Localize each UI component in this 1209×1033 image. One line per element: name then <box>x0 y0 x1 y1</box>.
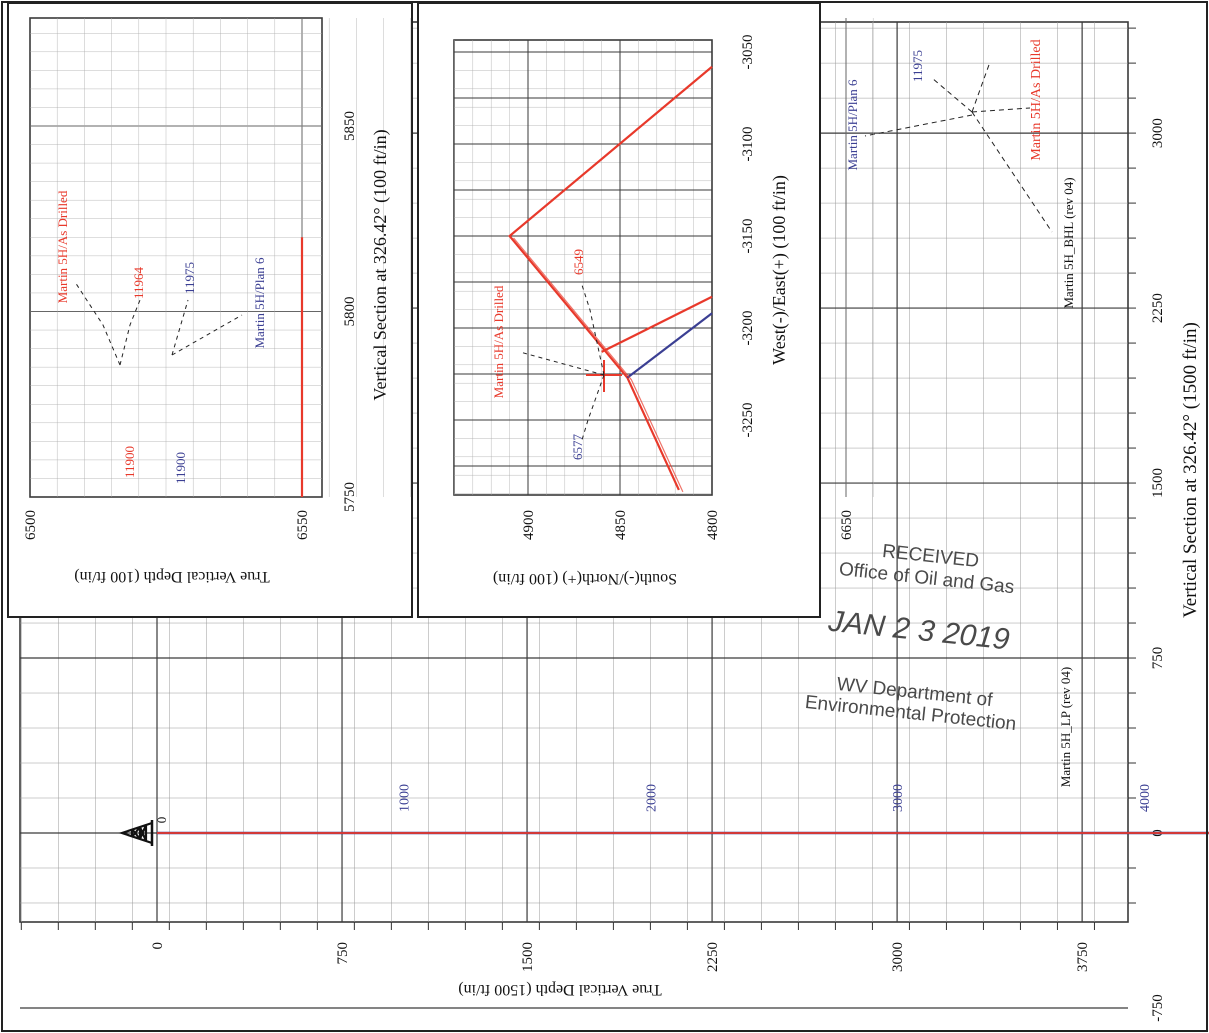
inset-tvd-leader-as-drilled <box>74 281 121 366</box>
main-annotation-bhl: Martin 5H_BHL (rev 04) <box>1061 177 1076 308</box>
main-x-tick-label: -750 <box>1150 994 1166 1022</box>
inset-tvd-label-red-name: Martin 5H/As Drilled <box>55 190 70 303</box>
received-stamp: RECEIVED Office of Oil and Gas JAN 2 3 2… <box>804 541 1017 735</box>
inset-plan-label-6577: 6577 <box>570 434 585 461</box>
main-md-label: 1000 <box>398 784 413 812</box>
main-md-label: 2000 <box>644 784 659 812</box>
inset-plan-series-as-drilled-offset <box>513 237 684 493</box>
main-origin-label: 0 <box>154 817 169 824</box>
inset-tvd-x-tick-label: 5800 <box>342 297 358 327</box>
main-md-label: 4000 <box>1138 784 1153 812</box>
main-y-tick-label: 750 <box>335 942 351 965</box>
inset-plan-y-tick-label: 4800 <box>705 510 721 540</box>
main-x-tick-label: 2250 <box>1150 293 1166 323</box>
main-annotation-as-drilled: Martin 5H/As Drilled <box>1029 39 1044 160</box>
inset-tvd-label-blue-start: 11900 <box>173 452 188 484</box>
inset-plan-x-tick-label: -3250 <box>740 403 756 438</box>
main-leader-bhl <box>971 111 1053 233</box>
inset-plan-x-axis-title: West(-)/East(+) (100 ft/in) <box>769 175 790 365</box>
main-annotation-plan6: Martin 5H/Plan 6 <box>845 79 860 170</box>
inset-tvd-y-axis-title: True Vertical Depth (100 ft/in) <box>74 568 270 585</box>
inset-plan-label-6549: 6549 <box>571 249 586 275</box>
inset-tvd-x-axis-title: Vertical Section at 326.42° (100 ft/in) <box>370 129 391 400</box>
inset-plan-label-as-drilled: Martin 5H/As Drilled <box>491 285 506 398</box>
inset-tvd-label-blue-end: 11975 <box>182 262 197 294</box>
inset-tvd-y-tick-label: 6650 <box>839 510 855 540</box>
main-chart-series <box>157 61 1209 835</box>
inset-tvd-label-red-end: 11964 <box>131 266 146 299</box>
inset-tvd-y-tick-label: 6500 <box>23 510 39 540</box>
inset-tvd-leader-11964 <box>119 299 141 366</box>
inset-tvd-label-blue-name: Martin 5H/Plan 6 <box>252 257 267 348</box>
main-leader-11964 <box>971 61 991 113</box>
main-y-tick-label: 3750 <box>1075 942 1091 972</box>
main-leader-as-drilled <box>971 107 1031 113</box>
main-md-label: 3000 <box>891 784 906 812</box>
inset-tvd-leader-11975 <box>171 299 189 356</box>
inset-plan-x-tick-label: -3050 <box>740 35 756 70</box>
inset-plan-series-plan6 <box>626 312 713 379</box>
inset-tvd-leader-plan6 <box>171 314 243 356</box>
inset-plan-content: 4800 4850 4900 -3250 -3200 -3150 -3100 -3050 Mar… <box>491 35 756 541</box>
main-leader-11975 <box>931 77 973 113</box>
drilling-rig-icon <box>118 820 154 846</box>
main-y-tick-label: 3000 <box>890 942 906 972</box>
main-y-tick-label: 2250 <box>705 942 721 972</box>
inset-plan-frame <box>417 2 821 618</box>
inset-tvd-x-tick-label: 5850 <box>342 111 358 141</box>
inset-tvd-label-red-start: 11900 <box>122 446 137 478</box>
inset-plan-leader-6549 <box>581 284 605 376</box>
inset-tvd-y-tick-label: 6550 <box>295 510 311 540</box>
main-x-axis-title: Vertical Section at 326.42° (1500 ft/in) <box>1180 322 1201 618</box>
inset-plan-x-tick-label: -3150 <box>740 219 756 254</box>
inset-plan-y-axis-title: South(-)/North(+) (100 ft/in) <box>493 570 677 587</box>
main-y-tick-label: 0 <box>150 942 166 950</box>
inset-plan-series-as-drilled <box>508 65 713 491</box>
main-annotation-lp: Martin 5H_LP (rev 04) <box>1058 667 1073 787</box>
main-x-tick-label: 750 <box>1150 647 1166 670</box>
main-annotation-11975: 11975 <box>910 50 925 82</box>
inset-plan-leader-as-drilled <box>519 351 605 376</box>
inset-plan-grid <box>453 39 713 496</box>
inset-tvd-frame <box>7 2 413 618</box>
inset-plan-y-tick-label: 4900 <box>521 510 537 540</box>
main-y-tick-label: 1500 <box>520 942 536 972</box>
inset-plan-series-as-drilled-2 <box>601 295 713 353</box>
main-y-axis-title: True Vertical Depth (1500 ft/in) <box>458 981 662 998</box>
inset-plan-x-tick-label: -3100 <box>740 127 756 162</box>
inset-plan-y-tick-label: 4850 <box>613 510 629 540</box>
main-chart-labels: 1000200030004000500060007000800090001000… <box>154 39 1153 824</box>
main-x-tick-label: 3000 <box>1150 118 1166 148</box>
main-x-tick-label: 1500 <box>1150 468 1166 498</box>
inset-tvd-x-tick-label: 5750 <box>342 482 358 512</box>
main-leader-plan6 <box>864 114 973 137</box>
inset-plan-x-tick-label: -3200 <box>740 311 756 346</box>
